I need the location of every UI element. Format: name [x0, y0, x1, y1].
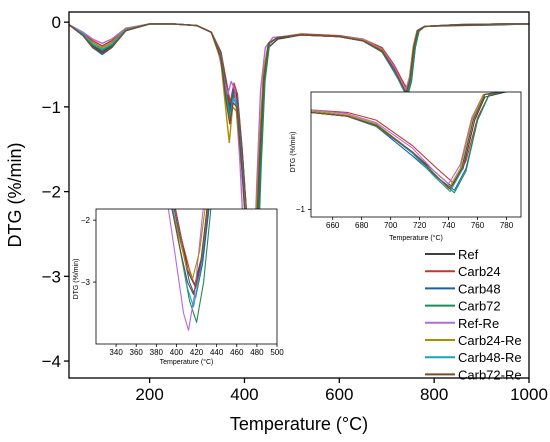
- main-x-tick-label: 600: [325, 385, 353, 404]
- legend-label: Carb48-Re: [458, 350, 522, 365]
- main-x-tick-label: 200: [135, 385, 163, 404]
- inset-left-x-tick-label: 400: [170, 348, 184, 357]
- main-x-tick-label: 800: [420, 385, 448, 404]
- main-y-axis-label: DTG (%/min): [5, 143, 25, 248]
- inset-right-x-axis-label: Temperature (°C): [389, 234, 443, 242]
- inset-right-series-line-carb72-re: [311, 92, 503, 190]
- legend-label: Carb24-Re: [458, 333, 522, 348]
- inset-right-x-tick-label: 740: [442, 221, 456, 230]
- inset-left-x-tick-label: 340: [109, 348, 123, 357]
- legend-label: Carb72: [458, 299, 501, 314]
- inset-right-x-tick-label: 680: [355, 221, 369, 230]
- inset-left-x-tick-label: 480: [250, 348, 264, 357]
- inset-left-series-line-ref: [174, 209, 208, 286]
- legend-label: Carb72-Re: [458, 367, 522, 382]
- inset-right-x-tick-label: 780: [500, 221, 514, 230]
- legend-label: Ref: [458, 247, 479, 262]
- inset-right-series-lines: [311, 92, 508, 194]
- main-y-tick-label: −3: [42, 267, 61, 286]
- inset-left-x-tick-label: 500: [270, 348, 284, 357]
- main-x-tick-label: 400: [230, 385, 258, 404]
- inset-left-x-tick-label: 360: [130, 348, 144, 357]
- main-x-tick-label: 1000: [510, 385, 548, 404]
- legend-label: Carb48: [458, 281, 501, 296]
- inset-left-series-line-carb24-re: [172, 209, 206, 280]
- inset-right-x-tick-label: 660: [326, 221, 340, 230]
- inset-left-plot-frame: [95, 208, 278, 345]
- legend-label: Ref-Re: [458, 316, 499, 331]
- inset-left-series-lines: [167, 209, 212, 331]
- inset-right-x-tick-label: 760: [471, 221, 485, 230]
- inset-left-x-tick-label: 380: [150, 348, 164, 357]
- inset-left-y-tick-label: −3: [81, 278, 91, 287]
- inset-right-plot-frame: [310, 91, 522, 218]
- inset-right-plot: 660 680 700 720 740 760 780 −1 Temperature (°C) D…: [290, 91, 522, 242]
- main-y-tick-label: −2: [42, 183, 61, 202]
- legend: Ref Carb24 Carb48 Carb72 Ref-Re Carb24-Re Carb…: [425, 247, 522, 382]
- inset-right-x-tick-label: 720: [413, 221, 427, 230]
- main-y-tick-label: −4: [42, 352, 61, 371]
- main-y-tick-label: −1: [42, 98, 61, 117]
- main-x-axis-label: Temperature (°C): [230, 414, 368, 434]
- inset-left-y-axis-label: DTG (%/min): [73, 259, 80, 300]
- inset-left-series-line-ref-re: [167, 209, 204, 331]
- main-y-tick-label: 0: [52, 13, 61, 32]
- inset-left-y-tick-label: −2: [81, 216, 91, 225]
- inset-right-y-tick-label: −1: [296, 205, 306, 214]
- inset-left-series-line-carb24: [174, 209, 209, 289]
- inset-left-plot: 340 360 380 400 420 440 460 480 500 −2 −3 Temperatu…: [73, 208, 284, 366]
- inset-left-x-tick-label: 420: [190, 348, 204, 357]
- legend-label: Carb24: [458, 264, 501, 279]
- inset-right-y-axis-label: DTG (%/min): [290, 132, 297, 173]
- inset-left-x-tick-label: 460: [230, 348, 244, 357]
- inset-right-x-tick-label: 700: [384, 221, 398, 230]
- inset-left-series-line-carb72-re: [171, 209, 208, 296]
- inset-left-series-line-carb48-re: [171, 209, 208, 308]
- inset-left-x-axis-label: Temperature (°C): [160, 358, 214, 366]
- main-plot-frame: [68, 11, 530, 379]
- inset-left-x-tick-label: 440: [210, 348, 224, 357]
